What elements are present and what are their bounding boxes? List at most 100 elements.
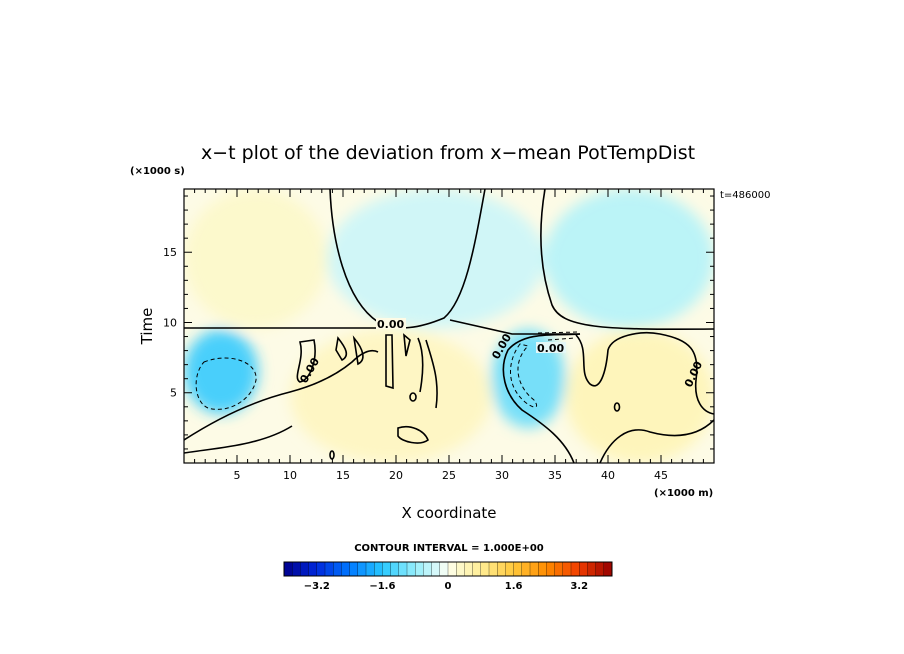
- contour-label-bg: [536, 342, 566, 353]
- colorbar-cell: [398, 561, 408, 577]
- colorbar-cell: [341, 561, 351, 577]
- colorbar-tick-label: 1.6: [505, 581, 523, 592]
- contour-interval-label: CONTOUR INTERVAL = 1.000E+00: [354, 543, 544, 554]
- colorbar-cell: [349, 561, 359, 577]
- colorbar-tick-label: 0: [445, 581, 452, 592]
- x-unit-label: (×1000 m): [654, 488, 713, 499]
- colorbar-cell: [374, 561, 383, 577]
- x-tick-labels: 5 10 15 20 25 30 35 40 45: [234, 469, 669, 482]
- negative-contours: [195, 331, 579, 410]
- contour-label: 0.00: [377, 318, 404, 331]
- dashed-contour-left-minimum: [195, 357, 257, 410]
- plot-area: [184, 189, 714, 463]
- colorbar-cell: [472, 561, 482, 577]
- colorbar-cell: [357, 561, 367, 577]
- colorbar-cell: [529, 561, 539, 577]
- colorbar-cell: [505, 561, 515, 577]
- zero-contour-small-ring: [613, 402, 621, 412]
- shading-layer: [184, 189, 714, 463]
- zero-contour-mid-a: [296, 339, 316, 383]
- colorbar-cell: [521, 561, 531, 577]
- shaded-region-cool-upper-middle: [327, 189, 545, 329]
- zero-contour-cool-30: [502, 333, 581, 463]
- colorbar-cell: [316, 561, 326, 577]
- colorbar-cell: [324, 561, 334, 577]
- colorbar-cell: [447, 561, 457, 577]
- colorbar-cell: [292, 561, 301, 577]
- colorbar-cell: [513, 561, 523, 577]
- colorbar-tick-label: 3.2: [570, 581, 588, 592]
- colorbar-cell: [300, 561, 310, 577]
- contour-label-bg: [376, 318, 406, 329]
- y-axis-label: Time: [138, 308, 156, 346]
- colorbar-cell: [365, 561, 375, 577]
- colorbar-cell: [333, 561, 342, 577]
- x-tick-label: 30: [495, 469, 509, 482]
- x-tick-label: 40: [601, 469, 615, 482]
- y-tick-label: 5: [170, 387, 177, 400]
- colorbar-cell: [439, 561, 449, 577]
- zero-contour-mid-c: [385, 333, 411, 390]
- y-tick-label: 10: [163, 316, 177, 329]
- colorbar-cell: [390, 561, 400, 577]
- zero-contour-right: [575, 332, 714, 415]
- zero-contour-lower-right: [599, 419, 714, 463]
- colorbar-frame: [283, 561, 613, 577]
- zero-contour-bottom-left: [184, 425, 293, 454]
- axis-ticks: [184, 189, 714, 463]
- colorbar-cell: [406, 561, 416, 577]
- colorbar-cell: [562, 561, 572, 577]
- colorbar-cell: [423, 561, 433, 577]
- y-unit-label: (×1000 s): [130, 166, 185, 177]
- x-tick-label: 15: [336, 469, 350, 482]
- contour-lines: [184, 189, 714, 463]
- shaded-region-cool-near-x-30: [491, 329, 566, 428]
- dashed-contour-cool-30: [510, 343, 538, 408]
- shaded-region-cool-left-minimum: [184, 329, 259, 414]
- colorbar-cell: [415, 561, 424, 577]
- x-tick-label: 45: [654, 469, 668, 482]
- colorbar-cell: [546, 561, 556, 577]
- colorbar-cell: [595, 561, 605, 577]
- colorbar: [283, 561, 613, 577]
- colorbar-cell: [488, 561, 498, 577]
- zero-contour-mid-d: [417, 337, 438, 409]
- shaded-region-cool-upper-right: [544, 189, 714, 329]
- colorbar-cell: [480, 561, 490, 577]
- colorbar-cell: [283, 561, 293, 577]
- time-stamp: t=486000: [720, 190, 770, 201]
- contour-label: 0.00: [537, 342, 564, 355]
- colorbar-cell: [382, 561, 392, 577]
- x-axis-label: X coordinate: [401, 504, 496, 522]
- colorbar-cell: [579, 561, 588, 577]
- colorbar-cell: [308, 561, 318, 577]
- x-tick-label: 35: [548, 469, 562, 482]
- shaded-region-warm-lower-right: [565, 329, 714, 463]
- colorbar-cell: [603, 561, 613, 577]
- colorbar-tick-label: −3.2: [304, 581, 330, 592]
- colorbar-tick-labels: −3.2 −1.6 0 1.6 3.2: [304, 581, 588, 592]
- x-tick-label: 10: [283, 469, 297, 482]
- zero-contour-mid-b: [335, 335, 364, 366]
- colorbar-tick-label: −1.6: [369, 581, 395, 592]
- x-tick-label: 5: [234, 469, 241, 482]
- colorbar-cell: [431, 561, 441, 577]
- colorbar-cell: [464, 561, 474, 577]
- dashed-contour-right-top: [537, 331, 579, 341]
- y-tick-labels: 5 10 15: [163, 246, 177, 400]
- zero-contour-small-ring: [409, 392, 417, 402]
- colorbar-cell: [456, 561, 465, 577]
- colorbar-cell: [554, 561, 564, 577]
- colorbar-cell: [587, 561, 597, 577]
- shaded-region-warm-upper-left: [184, 189, 328, 329]
- y-tick-label: 15: [163, 246, 177, 259]
- colorbar-cell: [570, 561, 580, 577]
- x-tick-label: 20: [389, 469, 403, 482]
- zero-contour-loop-e: [397, 425, 429, 444]
- colorbar-cell: [538, 561, 547, 577]
- x-tick-label: 25: [442, 469, 456, 482]
- chart-title: x−t plot of the deviation from x−mean Po…: [201, 142, 695, 164]
- colorbar-cell: [497, 561, 506, 577]
- zero-contour-upper-right: [540, 189, 714, 330]
